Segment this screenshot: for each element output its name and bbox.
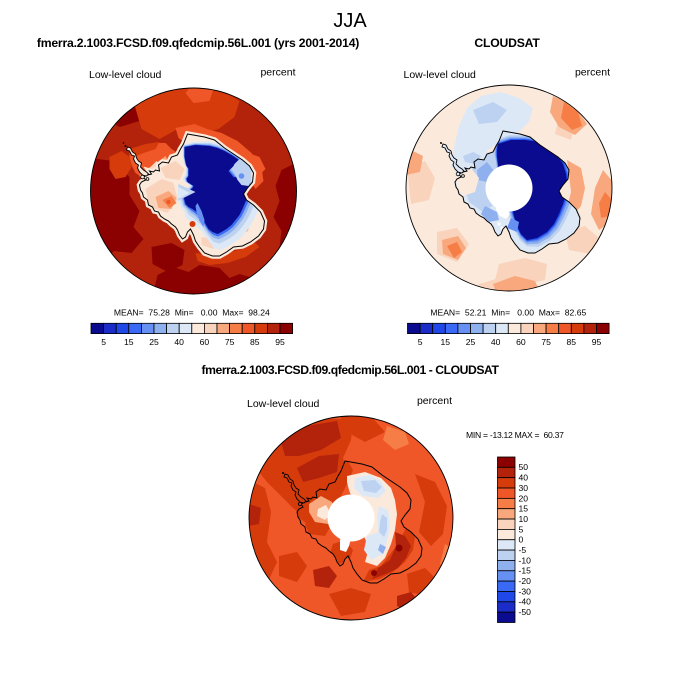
svg-text:MEAN= 52.21 Min= 0.00 Max: MEAN= 52.21 Min= 0.00 Max= 82.65 [430,308,586,318]
svg-text:15: 15 [124,337,134,347]
svg-text:60: 60 [200,337,210,347]
svg-text:10: 10 [519,514,529,524]
svg-text:MIN = -13.12 MAX = 60.37: MIN = -13.12 MAX = 60.37 [466,430,564,440]
svg-text:95: 95 [592,337,602,347]
svg-text:fmerra.2.1003.FCSD.f09.qfedcmi: fmerra.2.1003.FCSD.f09.qfedcmip.56L.001 … [202,363,500,377]
svg-text:-15: -15 [519,566,532,576]
svg-text:percent: percent [260,67,295,79]
svg-text:40: 40 [491,337,501,347]
svg-text:-10: -10 [519,555,532,565]
svg-text:-20: -20 [519,576,532,586]
svg-text:60: 60 [516,337,526,347]
svg-text:5: 5 [418,337,423,347]
svg-text:MEAN= 75.28 Min= 0.00 Max: MEAN= 75.28 Min= 0.00 Max= 98.24 [114,308,270,318]
svg-text:Low-level cloud: Low-level cloud [404,69,477,81]
svg-text:25: 25 [149,337,159,347]
svg-text:Low-level cloud: Low-level cloud [247,398,320,410]
svg-text:20: 20 [519,493,529,503]
svg-text:5: 5 [101,337,106,347]
svg-text:CLOUDSAT: CLOUDSAT [474,36,540,50]
svg-text:-40: -40 [519,597,532,607]
svg-text:percent: percent [575,67,610,79]
svg-text:-50: -50 [519,607,532,617]
svg-text:-5: -5 [519,545,527,555]
svg-text:25: 25 [466,337,476,347]
svg-text:fmerra.2.1003.FCSD.f09.qfedcmi: fmerra.2.1003.FCSD.f09.qfedcmip.56L.001 … [37,36,359,50]
svg-text:85: 85 [250,337,260,347]
svg-text:40: 40 [174,337,184,347]
svg-text:0: 0 [519,535,524,545]
svg-text:75: 75 [225,337,235,347]
svg-text:85: 85 [567,337,577,347]
svg-text:40: 40 [519,473,529,483]
svg-text:95: 95 [275,337,285,347]
svg-text:15: 15 [441,337,451,347]
svg-text:15: 15 [519,504,529,514]
svg-text:percent: percent [417,395,452,407]
svg-text:50: 50 [519,462,529,472]
svg-text:5: 5 [519,524,524,534]
svg-text:JJA: JJA [333,10,367,32]
svg-text:75: 75 [541,337,551,347]
svg-text:-30: -30 [519,586,532,596]
svg-text:Low-level cloud: Low-level cloud [89,69,162,81]
svg-text:30: 30 [519,483,529,493]
